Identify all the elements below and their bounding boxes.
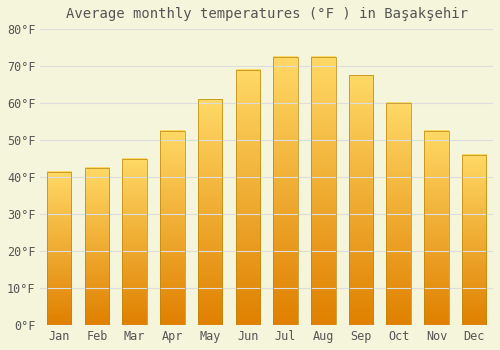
Bar	[311, 57, 336, 325]
Bar	[84, 168, 109, 325]
Bar	[160, 131, 184, 325]
Bar	[122, 159, 147, 325]
Bar	[236, 70, 260, 325]
Title: Average monthly temperatures (°F ) in Başakşehir: Average monthly temperatures (°F ) in Ba…	[66, 7, 468, 21]
Bar	[198, 99, 222, 325]
Bar	[47, 172, 72, 325]
Bar	[424, 131, 448, 325]
Bar	[348, 75, 374, 325]
Bar	[386, 103, 411, 325]
Bar	[274, 57, 298, 325]
Bar	[462, 155, 486, 325]
